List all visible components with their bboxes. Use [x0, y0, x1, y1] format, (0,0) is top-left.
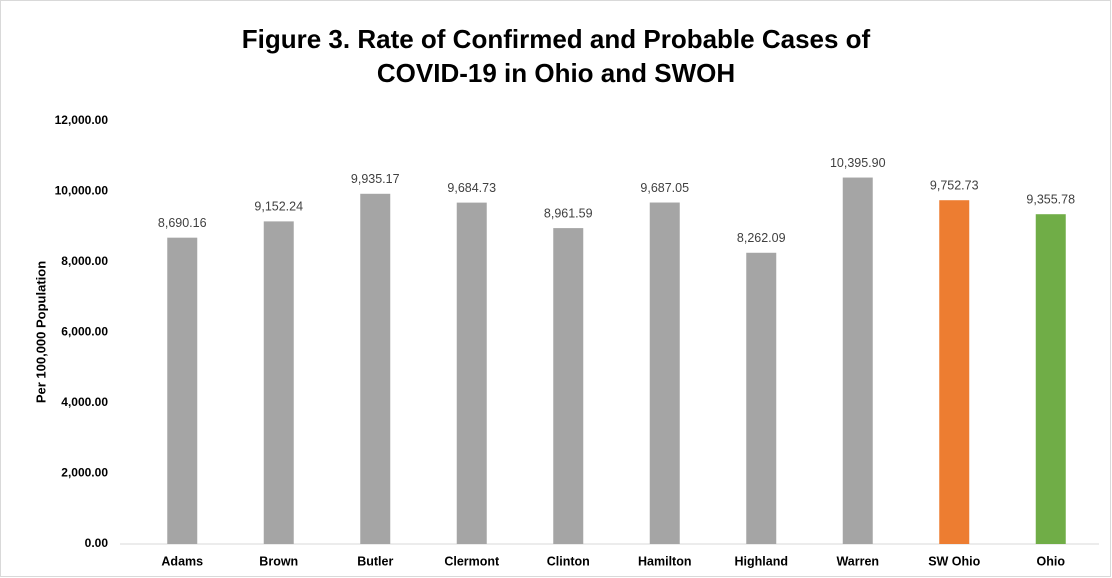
bar	[1035, 214, 1066, 545]
chart-title: Figure 3. Rate of Confirmed and Probable…	[241, 24, 871, 88]
x-tick-label: Butler	[357, 554, 393, 568]
x-tick-label: Clermont	[444, 554, 500, 568]
y-tick-label: 8,000.00	[61, 254, 108, 268]
bar	[360, 193, 391, 544]
y-axis-label: Per 100,000 Population	[33, 261, 48, 403]
value-label: 9,684.73	[447, 181, 496, 195]
value-label: 9,935.17	[351, 172, 400, 186]
value-label: 8,961.59	[544, 206, 593, 220]
bar	[939, 200, 970, 545]
value-label: 9,152.24	[254, 200, 303, 214]
value-label: 10,395.90	[830, 156, 886, 170]
x-tick-label: Brown	[259, 554, 298, 568]
bar	[456, 202, 487, 544]
bar	[263, 221, 294, 544]
value-label: 9,355.78	[1026, 193, 1075, 207]
bar	[842, 177, 873, 544]
bar	[167, 237, 198, 544]
value-label: 9,752.73	[930, 179, 979, 193]
x-tick-label: SW Ohio	[928, 554, 980, 568]
y-tick-label: 2,000.00	[61, 466, 108, 480]
x-tick-label: Clinton	[547, 554, 590, 568]
y-tick-label: 0.00	[85, 536, 109, 550]
y-tick-label: 10,000.00	[55, 184, 109, 198]
value-label: 8,262.09	[737, 231, 786, 245]
y-tick-label: 6,000.00	[61, 325, 108, 339]
bar	[553, 228, 584, 545]
bar	[746, 252, 777, 544]
value-label: 9,687.05	[640, 181, 689, 195]
value-label: 8,690.16	[158, 216, 207, 230]
title-box: Figure 3. Rate of Confirmed and Probable…	[0, 22, 1112, 90]
x-tick-label: Warren	[836, 554, 879, 568]
x-tick-label: Hamilton	[638, 554, 691, 568]
y-tick-label: 4,000.00	[61, 395, 108, 409]
y-tick-label: 12,000.00	[55, 113, 109, 127]
x-tick-label: Adams	[161, 554, 203, 568]
x-tick-label: Ohio	[1037, 554, 1066, 568]
x-tick-label: Highland	[735, 554, 788, 568]
bar	[649, 202, 680, 544]
